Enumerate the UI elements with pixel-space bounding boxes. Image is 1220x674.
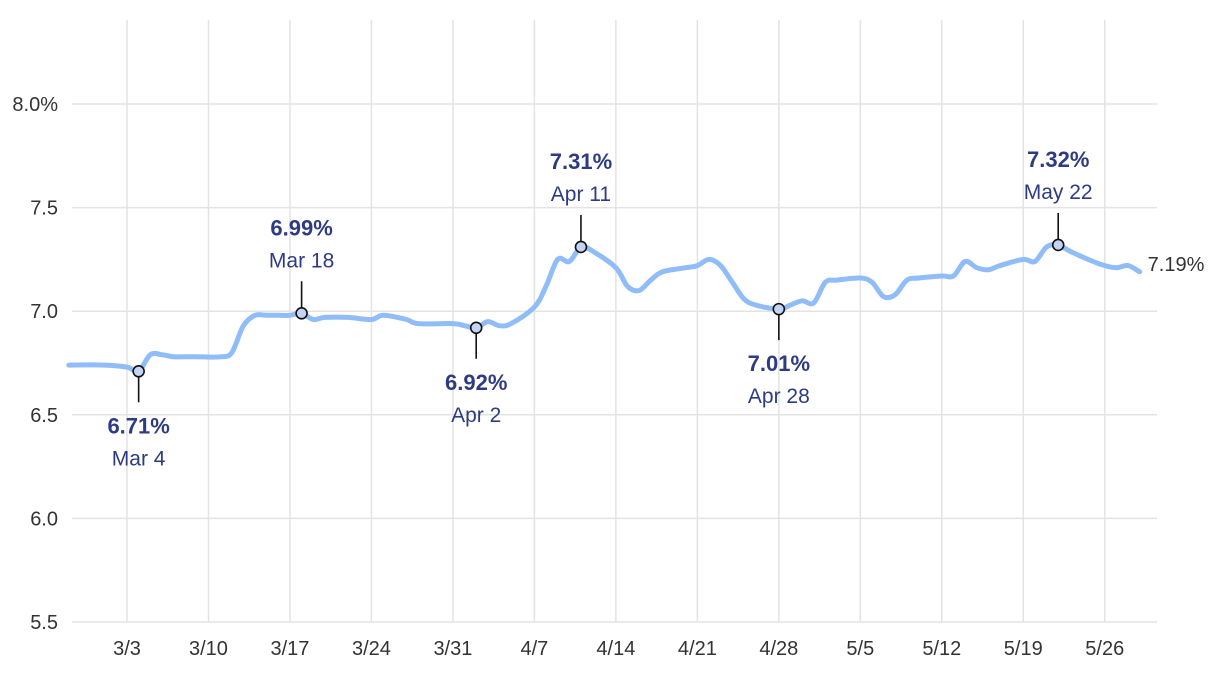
annotation-value-label: 7.31% xyxy=(550,149,612,174)
y-tick-label: 7.0 xyxy=(30,301,58,323)
series-line-0 xyxy=(66,242,1143,375)
annotation: 6.92% Apr 2 xyxy=(445,321,507,427)
x-tick-label: 5/12 xyxy=(922,638,961,660)
y-tick-label: 6.0 xyxy=(30,508,58,530)
annotation-marker xyxy=(469,321,483,335)
x-tick-label: 5/5 xyxy=(846,638,874,660)
x-tick-label: 3/3 xyxy=(113,638,141,660)
annotation-date-label: Apr 2 xyxy=(451,404,501,427)
annotation-marker xyxy=(574,240,588,254)
annotation-date-label: May 22 xyxy=(1024,181,1093,204)
annotation-date-label: Mar 4 xyxy=(112,447,166,470)
x-tick-label: 4/14 xyxy=(596,638,635,660)
end-value-label: 7.19% xyxy=(1148,254,1205,276)
x-tick-label: 5/19 xyxy=(1004,638,1043,660)
annotation-date-label: Apr 28 xyxy=(748,385,810,408)
y-tick-label: 5.5 xyxy=(30,612,58,634)
annotation-value-label: 6.99% xyxy=(270,215,332,240)
annotation-layer: 6.71% Mar 4 6.99% Mar 18 6.92% Apr 2 7.31% Apr … xyxy=(107,147,1092,470)
x-tick-label: 5/26 xyxy=(1085,638,1124,660)
annotation-marker xyxy=(132,364,145,378)
annotation-value-label: 6.71% xyxy=(107,413,169,438)
series-layer xyxy=(66,242,1143,375)
annotation-marker xyxy=(1051,238,1065,252)
grid-layer xyxy=(72,20,1157,623)
y-tick-label: 6.5 xyxy=(30,405,58,427)
annotation: 6.99% Mar 18 xyxy=(269,215,334,320)
annotation-value-label: 7.01% xyxy=(748,351,810,376)
x-axis-tick-labels: 3/3 3/10 3/17 3/24 3/31 4/7 4/14 4/21 4/28 5/5 5/1… xyxy=(113,638,1124,660)
x-tick-label: 3/24 xyxy=(352,638,391,660)
annotation-value-label: 6.92% xyxy=(445,370,507,395)
annotation-marker xyxy=(772,302,786,316)
annotation-value-label: 7.32% xyxy=(1027,147,1089,172)
x-tick-label: 3/10 xyxy=(189,638,228,660)
x-tick-label: 4/7 xyxy=(520,638,548,660)
y-axis-tick-labels: 5.5 6.0 6.5 7.0 7.5 8.0% xyxy=(12,94,58,634)
y-tick-label: 8.0% xyxy=(12,94,58,116)
x-tick-label: 3/17 xyxy=(270,638,309,660)
annotation: 7.01% Apr 28 xyxy=(748,302,810,408)
x-tick-label: 4/28 xyxy=(759,638,798,660)
annotation-date-label: Mar 18 xyxy=(269,249,334,272)
x-tick-label: 4/21 xyxy=(678,638,717,660)
annotation: 7.31% Apr 11 xyxy=(550,149,612,254)
annotation-marker xyxy=(295,306,308,320)
annotation: 6.71% Mar 4 xyxy=(107,364,170,470)
x-tick-label: 3/31 xyxy=(433,638,472,660)
annotation-date-label: Apr 11 xyxy=(551,183,611,206)
annotation: 7.32% May 22 xyxy=(1024,147,1093,252)
y-tick-label: 7.5 xyxy=(30,198,58,220)
